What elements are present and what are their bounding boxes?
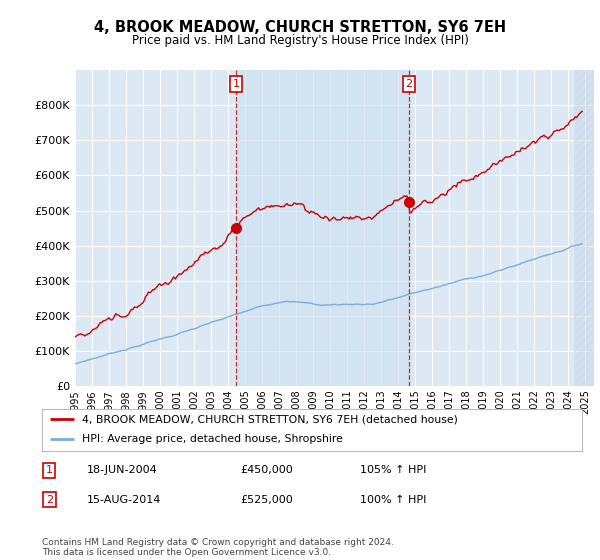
Text: 100% ↑ HPI: 100% ↑ HPI bbox=[360, 494, 427, 505]
Text: 4, BROOK MEADOW, CHURCH STRETTON, SY6 7EH (detached house): 4, BROOK MEADOW, CHURCH STRETTON, SY6 7E… bbox=[83, 414, 458, 424]
Text: 1: 1 bbox=[46, 465, 53, 475]
Bar bbox=[236, 70, 409, 386]
Text: HPI: Average price, detached house, Shropshire: HPI: Average price, detached house, Shro… bbox=[83, 434, 343, 444]
Text: Price paid vs. HM Land Registry's House Price Index (HPI): Price paid vs. HM Land Registry's House … bbox=[131, 34, 469, 46]
Text: 18-JUN-2004: 18-JUN-2004 bbox=[87, 465, 158, 475]
Text: 4, BROOK MEADOW, CHURCH STRETTON, SY6 7EH: 4, BROOK MEADOW, CHURCH STRETTON, SY6 7E… bbox=[94, 20, 506, 35]
Text: Contains HM Land Registry data © Crown copyright and database right 2024.
This d: Contains HM Land Registry data © Crown c… bbox=[42, 538, 394, 557]
Text: 2: 2 bbox=[46, 494, 53, 505]
Text: 2: 2 bbox=[405, 79, 412, 89]
Text: 105% ↑ HPI: 105% ↑ HPI bbox=[360, 465, 427, 475]
Text: £450,000: £450,000 bbox=[240, 465, 293, 475]
Bar bbox=[574, 70, 594, 386]
Text: £525,000: £525,000 bbox=[240, 494, 293, 505]
Text: 15-AUG-2014: 15-AUG-2014 bbox=[87, 494, 161, 505]
Text: 1: 1 bbox=[232, 79, 239, 89]
